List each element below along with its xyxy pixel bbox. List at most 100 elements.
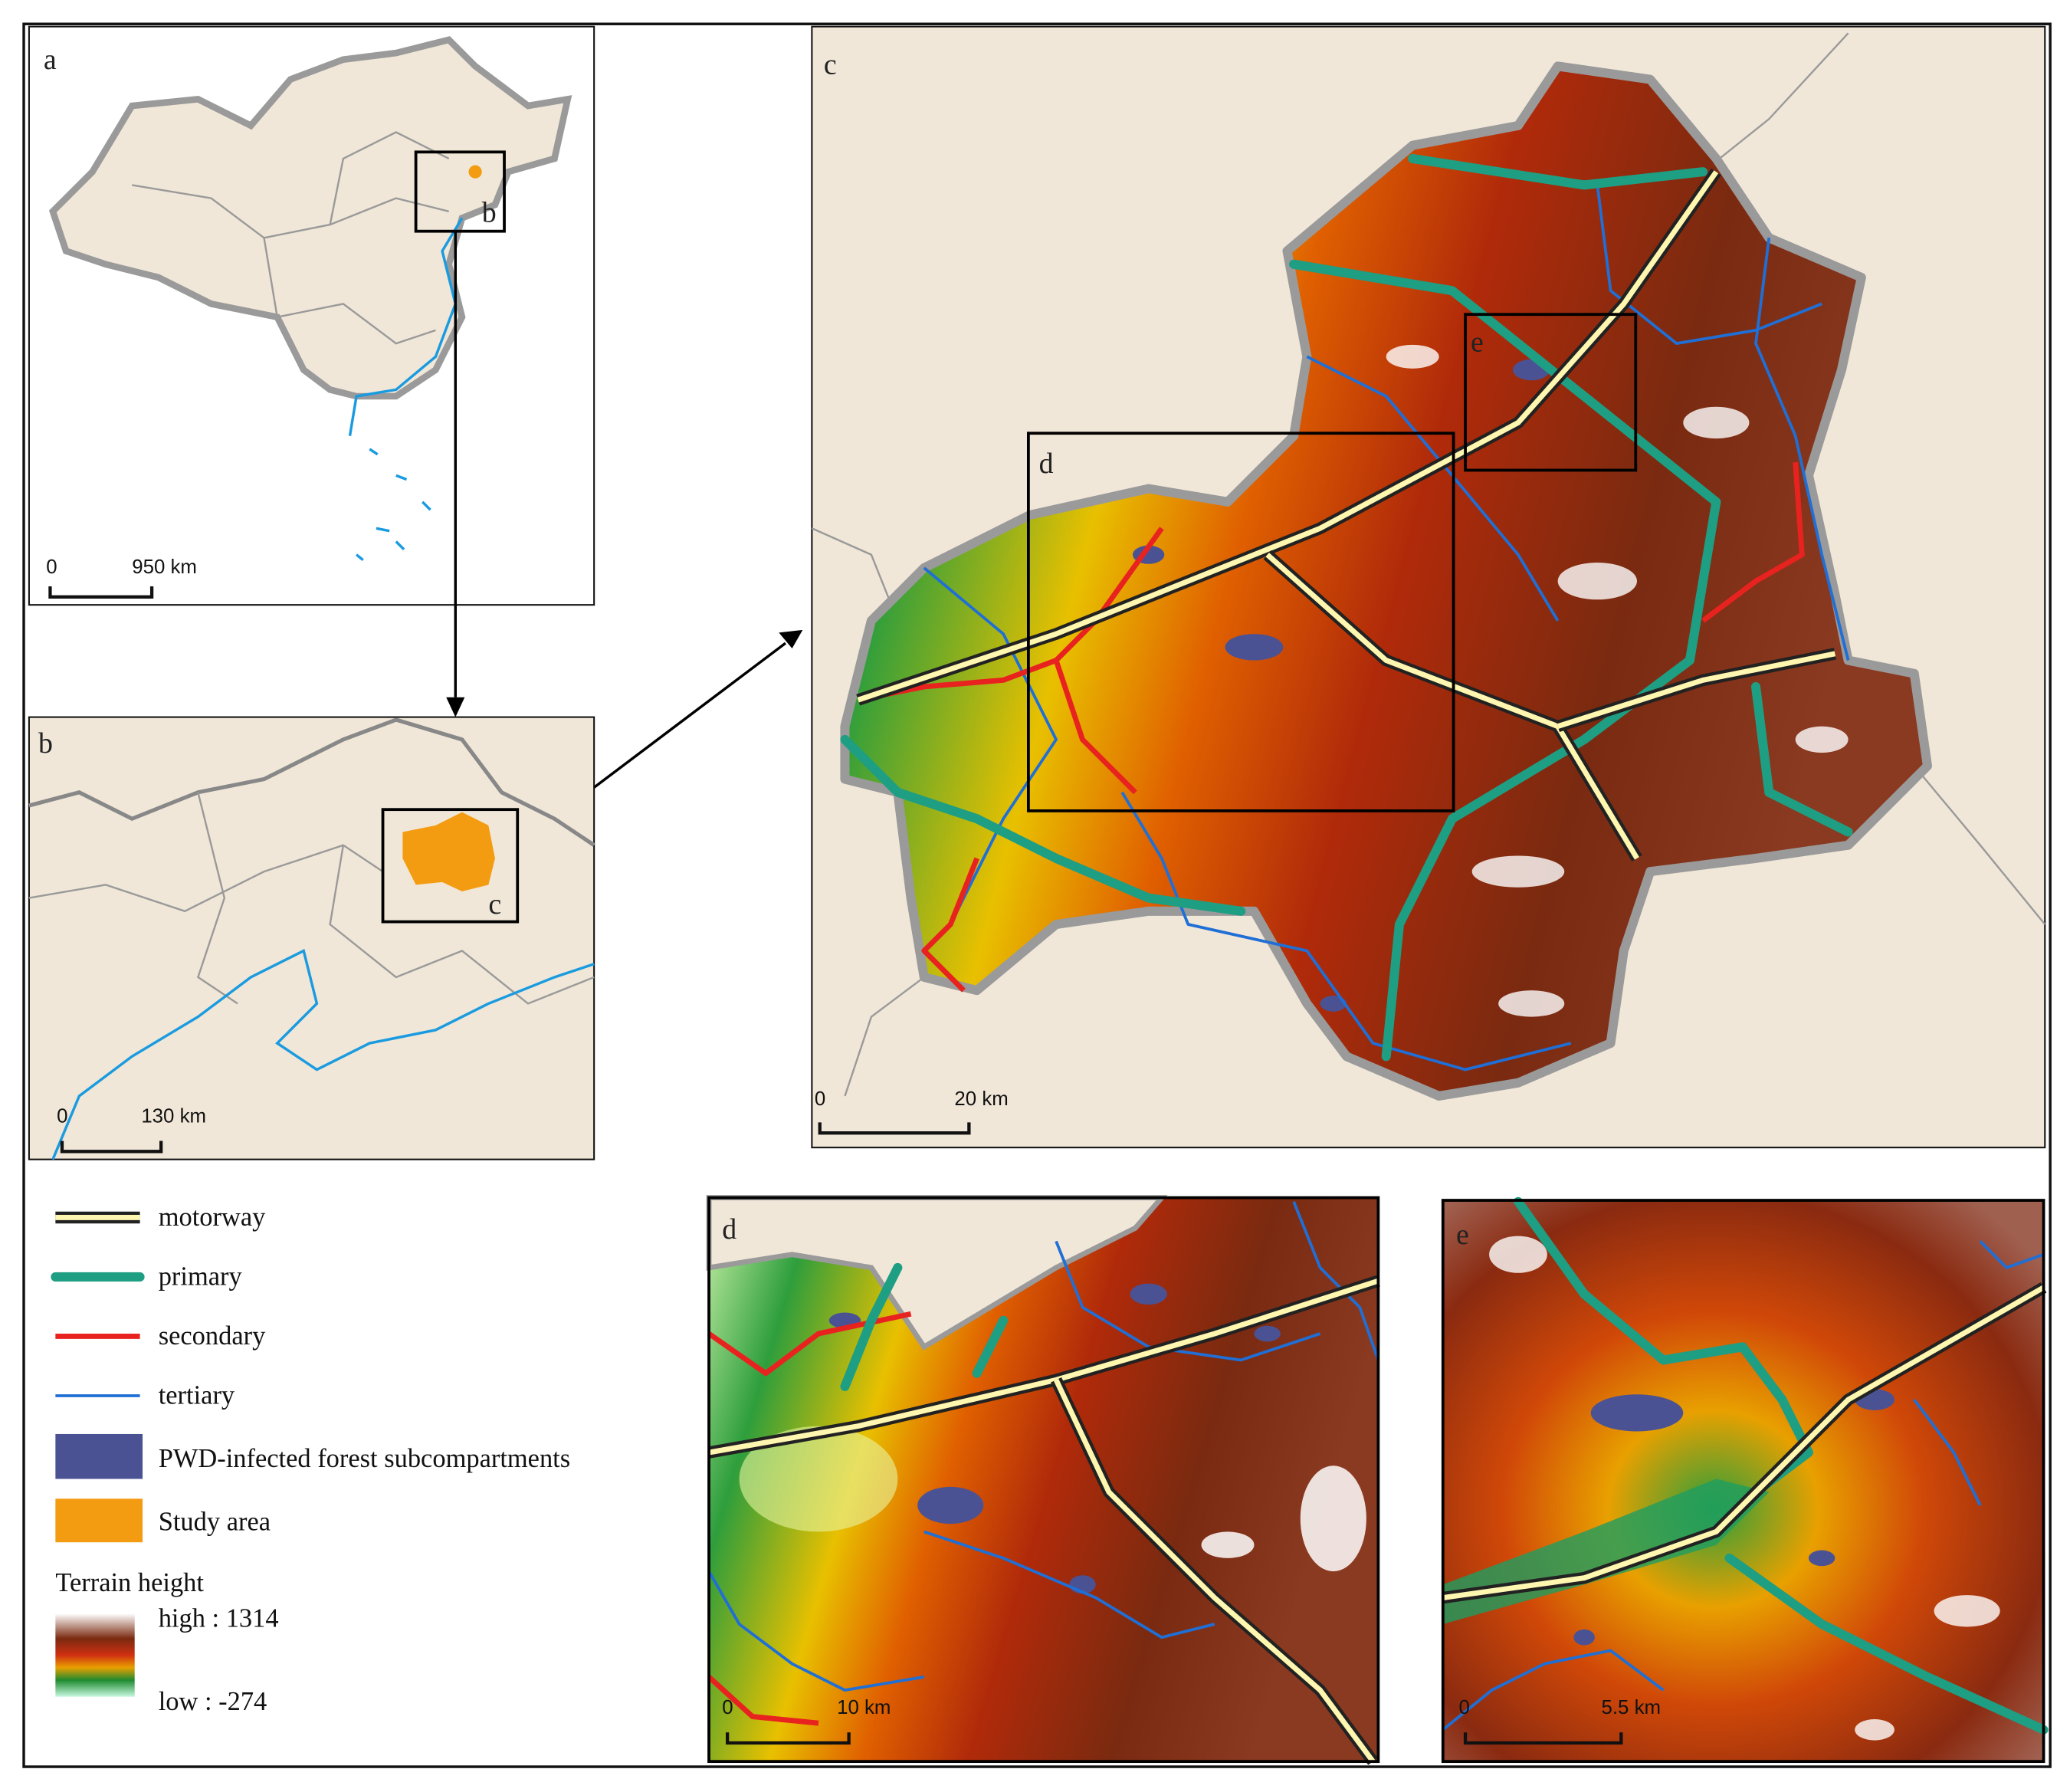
legend-label: Study area bbox=[159, 1508, 271, 1537]
primary-road bbox=[1289, 259, 1721, 1062]
secondary-road bbox=[707, 1675, 819, 1726]
tertiary-road bbox=[923, 566, 1058, 925]
province-border bbox=[132, 184, 449, 239]
outer-frame bbox=[22, 22, 2052, 1768]
inset-box-e bbox=[1464, 313, 1638, 472]
legend-label: motorway bbox=[159, 1203, 266, 1232]
motorway bbox=[857, 170, 1719, 703]
coastline bbox=[348, 217, 464, 436]
primary-road bbox=[840, 734, 1246, 916]
scale-zero: 0 bbox=[46, 556, 57, 578]
scale-length: 950 km bbox=[132, 556, 197, 578]
legend-pwd bbox=[55, 1433, 143, 1479]
panel-label: d bbox=[722, 1213, 736, 1246]
province-border bbox=[196, 792, 238, 1005]
scale-bar bbox=[818, 1122, 971, 1135]
tertiary-road bbox=[1754, 238, 1850, 661]
panel-d: d 0 10 km bbox=[706, 1195, 1380, 1765]
panel-e: e 0 5.5 km bbox=[1441, 1196, 2049, 1764]
primary-road bbox=[1750, 681, 1853, 837]
panel-frame bbox=[707, 1196, 1380, 1764]
study-area-terrain bbox=[840, 61, 1932, 1101]
scale-zero: 0 bbox=[815, 1088, 825, 1110]
terrain-low: low : -274 bbox=[159, 1687, 267, 1716]
terrain-high: high : 1314 bbox=[159, 1603, 279, 1633]
motorway bbox=[1053, 1378, 1376, 1764]
province-border bbox=[1913, 765, 2046, 925]
panel-label: e bbox=[1456, 1219, 1469, 1251]
scale-bar bbox=[48, 586, 154, 599]
legend-label: secondary bbox=[159, 1321, 266, 1351]
panel-label: a bbox=[44, 44, 57, 76]
terrain-title: Terrain height bbox=[55, 1568, 204, 1597]
islands bbox=[356, 448, 431, 561]
primary-road bbox=[1724, 1553, 2049, 1735]
tertiary-road bbox=[1442, 1649, 1665, 1731]
pwd-patches bbox=[828, 1283, 1281, 1594]
motorway bbox=[1557, 651, 1836, 729]
inset-box bbox=[414, 150, 506, 233]
high-peaks bbox=[1386, 344, 1849, 1017]
study-area bbox=[402, 812, 495, 891]
legend-label: primary bbox=[159, 1262, 243, 1291]
secondary-road bbox=[1701, 461, 1805, 623]
province-border bbox=[329, 845, 595, 1005]
pwd-patches bbox=[1573, 1389, 1894, 1646]
inset-label: c bbox=[488, 888, 501, 921]
legend-label: PWD-infected forest subcompartments bbox=[159, 1444, 570, 1473]
terrain bbox=[1442, 1200, 2044, 1762]
tertiary-road bbox=[707, 1570, 925, 1692]
scale-length: 20 km bbox=[954, 1088, 1008, 1110]
scale-zero: 0 bbox=[722, 1697, 733, 1718]
panel-frame bbox=[28, 716, 595, 1160]
primary-road bbox=[1513, 1196, 1813, 1497]
province-border bbox=[263, 238, 436, 345]
coastline bbox=[51, 948, 595, 1160]
scale-length: 10 km bbox=[837, 1697, 891, 1718]
primary-road bbox=[972, 1315, 1009, 1378]
legend-label: tertiary bbox=[159, 1380, 235, 1410]
motorway bbox=[1442, 1285, 2045, 1600]
arrow-head bbox=[446, 697, 465, 717]
panel-frame bbox=[1441, 1199, 2045, 1764]
tertiary-road bbox=[1913, 1399, 1982, 1506]
secondary-road bbox=[707, 1311, 912, 1377]
high-peaks bbox=[1489, 1236, 2000, 1741]
arrow-head bbox=[779, 629, 803, 649]
primary-road bbox=[840, 1262, 903, 1391]
panel-label: c bbox=[824, 49, 837, 81]
terrain-ramp bbox=[55, 1613, 135, 1697]
secondary-road bbox=[1053, 659, 1137, 795]
province-border bbox=[844, 976, 925, 1097]
province-border bbox=[28, 844, 384, 913]
motorway bbox=[1265, 553, 1639, 860]
high-peaks bbox=[1201, 1465, 1366, 1572]
panel-a: b a 0 950 km bbox=[28, 25, 595, 606]
scale-length: 130 km bbox=[141, 1105, 206, 1127]
legend: motorway primary secondary tertiary PWD-… bbox=[51, 1203, 570, 1716]
inset-label: b bbox=[482, 197, 497, 229]
legend-study-area bbox=[55, 1498, 143, 1543]
pwd-patches bbox=[1132, 359, 1550, 1012]
outside-area bbox=[706, 1195, 1168, 1351]
tertiary-road bbox=[923, 1530, 1215, 1639]
tertiary-road bbox=[1120, 791, 1572, 1072]
province-border bbox=[1702, 32, 1849, 173]
scale-zero: 0 bbox=[57, 1105, 67, 1127]
scale-length: 5.5 km bbox=[1601, 1697, 1661, 1718]
panel-label: b bbox=[38, 727, 53, 760]
inset-box-d bbox=[1026, 432, 1455, 812]
inset-label: e bbox=[1471, 326, 1484, 358]
province-border bbox=[329, 131, 450, 225]
panel-c: d e c 0 20 km bbox=[811, 25, 2046, 1149]
china-outline bbox=[48, 36, 572, 400]
secondary-road bbox=[921, 857, 979, 993]
country-border bbox=[28, 717, 595, 847]
scale-zero: 0 bbox=[1458, 1697, 1469, 1718]
panel-b: c b 0 130 km bbox=[28, 716, 595, 1160]
inset-label: d bbox=[1039, 448, 1054, 480]
inset-box bbox=[381, 808, 520, 924]
scale-bar bbox=[60, 1141, 163, 1154]
